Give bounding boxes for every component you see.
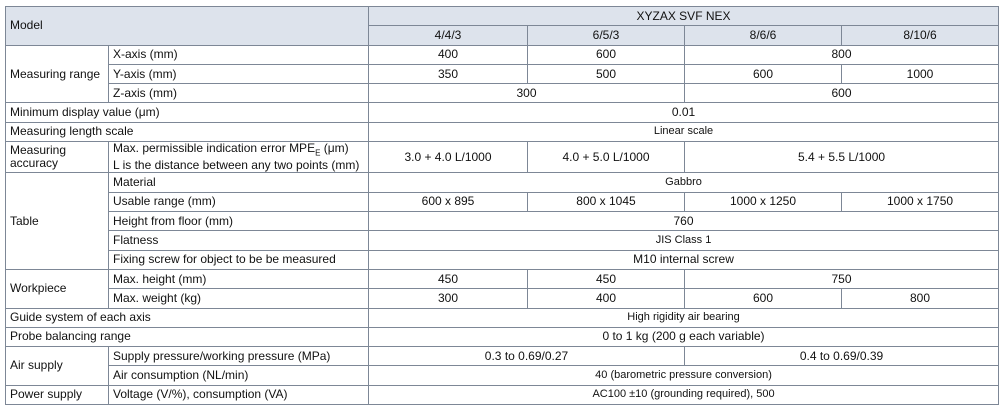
label-cell: Air consumption (NL/min): [108, 365, 369, 386]
label-cell: Flatness: [108, 230, 369, 251]
value-cell: 300: [368, 288, 528, 309]
group-cell: Table: [5, 172, 109, 270]
group-cell: Measuring accuracy: [5, 141, 109, 174]
value-cell: 600: [527, 44, 685, 65]
header-cell: Model: [5, 6, 369, 46]
label-cell: Measuring length scale: [5, 121, 369, 143]
label-sub: E: [315, 148, 321, 158]
header-cell: XYZAX SVF NEX: [367, 5, 1000, 27]
label-cell: Max. permissible indication error MPEE (…: [108, 141, 369, 174]
value-cell: 800 x 1045: [527, 191, 685, 213]
value-cell: 0.4 to 0.69/0.39: [683, 346, 1000, 367]
group-cell: Air supply: [5, 346, 109, 386]
value-cell: 400: [527, 288, 685, 309]
label-cell: Minimum display value (μm): [5, 102, 369, 123]
label-text: Max. permissible indication error MPE: [113, 141, 316, 156]
label-cell: Max. weight (kg): [108, 288, 369, 309]
value-cell: 760: [367, 211, 1000, 232]
value-cell: 3.0 + 4.0 L/1000: [368, 141, 528, 174]
value-cell: 0 to 1 kg (200 g each variable): [367, 326, 1000, 348]
label-cell: Usable range (mm): [108, 191, 369, 213]
value-cell: AC100 ±10 (grounding required), 500: [367, 384, 1000, 406]
spec-table: Model XYZAX SVF NEX 4/4/3 6/5/3 8/6/6 8/10/6…: [5, 5, 1000, 406]
value-cell: 600 x 895: [368, 191, 528, 213]
header-cell: 8/10/6: [840, 25, 1000, 46]
value-cell: JIS Class 1: [367, 230, 1000, 251]
value-cell: 600: [683, 83, 1000, 104]
header-cell: 8/6/6: [684, 25, 842, 46]
header-cell: 6/5/3: [527, 25, 685, 46]
value-cell: 800: [683, 44, 1000, 65]
value-cell: Gabbro: [367, 172, 1000, 193]
label-cell: Y-axis (mm): [108, 63, 369, 85]
label-cell: Probe balancing range: [5, 326, 369, 348]
label-cell: Supply pressure/working pressure (MPa): [108, 346, 369, 367]
label-cell: Guide system of each axis: [5, 307, 369, 328]
label-cell: X-axis (mm): [108, 44, 369, 65]
value-cell: 4.0 + 5.0 L/1000: [527, 141, 685, 174]
group-cell: Measuring range: [5, 44, 109, 104]
label-unit: (μm): [320, 141, 349, 156]
value-cell: 300: [368, 83, 685, 104]
value-cell: High rigidity air bearing: [367, 307, 1000, 328]
label-cell: Fixing screw for object to be be measure…: [108, 249, 369, 270]
value-cell: 1000: [840, 63, 1000, 85]
label-cell: Material: [108, 172, 369, 193]
value-cell: 600: [684, 288, 842, 309]
value-cell: 0.3 to 0.69/0.27: [368, 346, 685, 367]
value-cell: 500: [527, 63, 685, 85]
value-cell: 800: [840, 288, 1000, 309]
label-cell: Voltage (V/%), consumption (VA): [108, 384, 369, 406]
value-cell: 1000 x 1250: [684, 191, 842, 213]
value-cell: 0.01: [367, 102, 1000, 123]
value-cell: Linear scale: [367, 121, 1000, 143]
label-cell: Height from floor (mm): [108, 211, 369, 232]
value-cell: 750: [683, 268, 1000, 290]
value-cell: M10 internal screw: [367, 249, 1000, 270]
value-cell: 350: [368, 63, 528, 85]
value-cell: 450: [527, 268, 685, 290]
value-cell: 600: [684, 63, 842, 85]
value-cell: 400: [368, 44, 528, 65]
header-cell: 4/4/3: [368, 25, 528, 46]
group-cell: Workpiece: [5, 268, 109, 309]
label-note: L is the distance between any two points…: [113, 158, 360, 173]
value-cell: 5.4 + 5.5 L/1000: [683, 141, 1000, 174]
value-cell: 1000 x 1750: [840, 191, 1000, 213]
group-cell: Power supply: [5, 384, 109, 406]
label-cell: Max. height (mm): [108, 268, 369, 290]
value-cell: 40 (barometric pressure conversion): [367, 365, 1000, 386]
value-cell: 450: [368, 268, 528, 290]
label-cell: Z-axis (mm): [108, 83, 369, 104]
